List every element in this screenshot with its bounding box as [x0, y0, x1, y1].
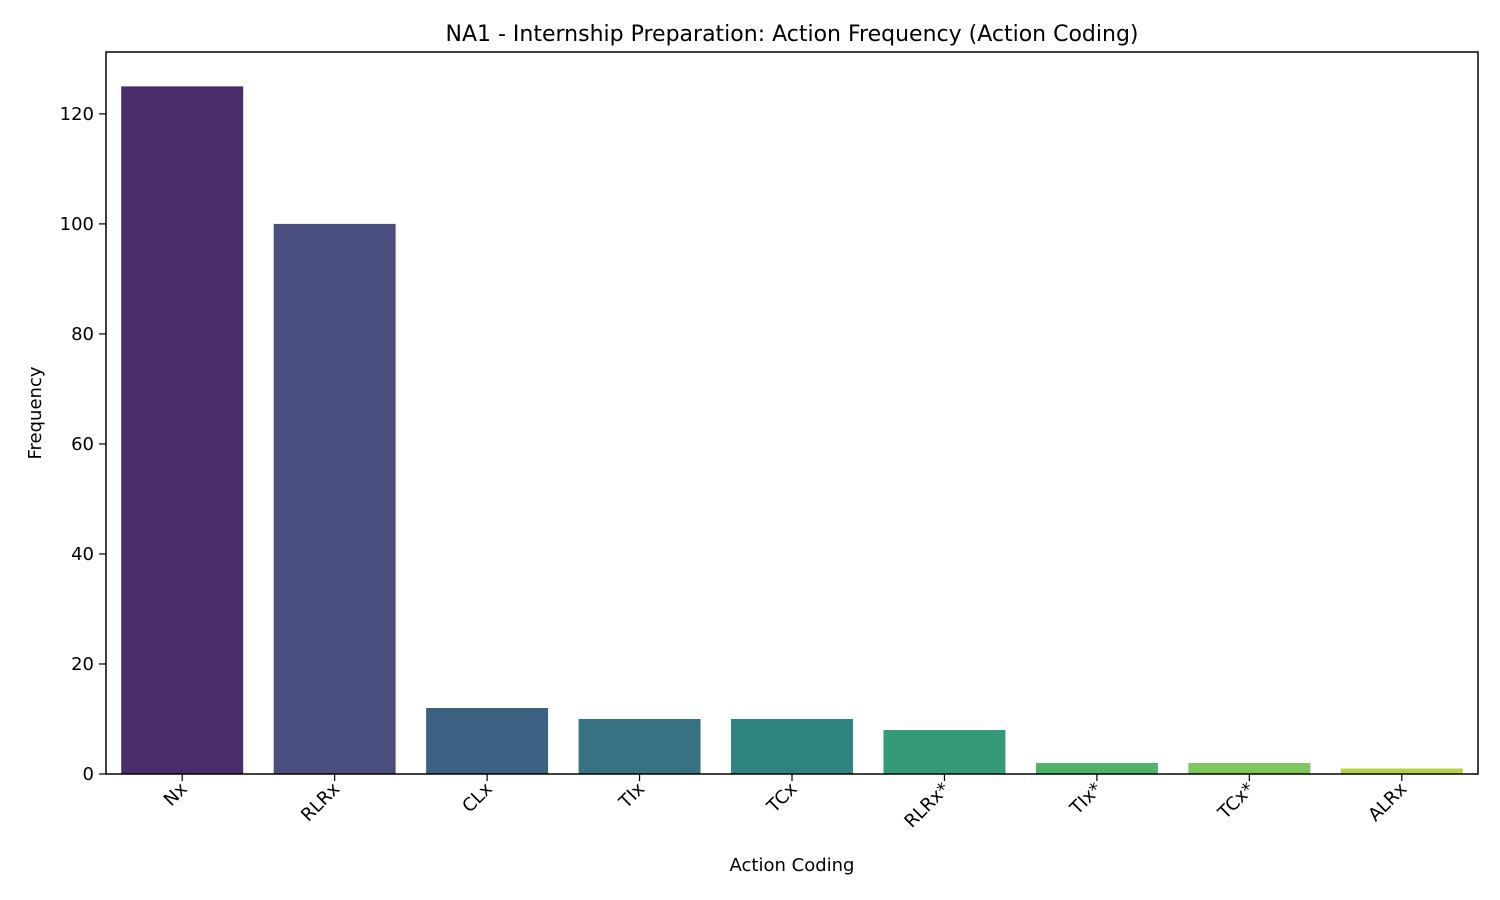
- y-axis-title: Frequency: [25, 366, 46, 459]
- x-axis: Nx RLRx CLx TIx TCx RLRx* TIx* TCx* ALRx: [160, 774, 1412, 832]
- y-tick-label: 40: [71, 544, 94, 565]
- bar-rlrx: [273, 223, 396, 774]
- x-tick-label: TIx*: [1065, 779, 1106, 820]
- plot-frame: [105, 51, 1479, 775]
- bar-nx: [121, 86, 244, 774]
- y-axis: 0 20 40 60 80 100 120: [60, 104, 106, 785]
- bars-group: [121, 86, 1463, 774]
- y-tick-label: 120: [60, 104, 94, 125]
- bar-tcx: [731, 718, 853, 774]
- bar-tcx-star: [1188, 763, 1311, 774]
- bar-alrx: [1340, 768, 1463, 774]
- y-tick-label: 0: [83, 764, 94, 785]
- x-tick-label: RLRx: [297, 778, 344, 825]
- x-tick-label: TCx: [763, 778, 802, 817]
- x-tick-label: RLRx*: [900, 779, 954, 833]
- y-tick-label: 60: [71, 434, 94, 455]
- y-tick-label: 80: [71, 324, 94, 345]
- x-tick-label: TCx*: [1213, 779, 1258, 824]
- y-tick-label: 20: [71, 654, 94, 675]
- x-axis-title: Action Coding: [730, 855, 855, 876]
- bar-tix-star: [1035, 763, 1158, 774]
- x-tick-label: ALRx: [1364, 778, 1411, 825]
- x-tick-label: TIx: [614, 778, 649, 813]
- bar-clx: [426, 707, 549, 774]
- chart-title: NA1 - Internship Preparation: Action Fre…: [446, 22, 1139, 47]
- x-tick-label: CLx: [458, 778, 497, 817]
- bar-tix: [578, 718, 701, 774]
- x-tick-label: Nx: [160, 778, 192, 810]
- bar-rlrx-star: [883, 729, 1006, 774]
- y-tick-label: 100: [60, 214, 94, 235]
